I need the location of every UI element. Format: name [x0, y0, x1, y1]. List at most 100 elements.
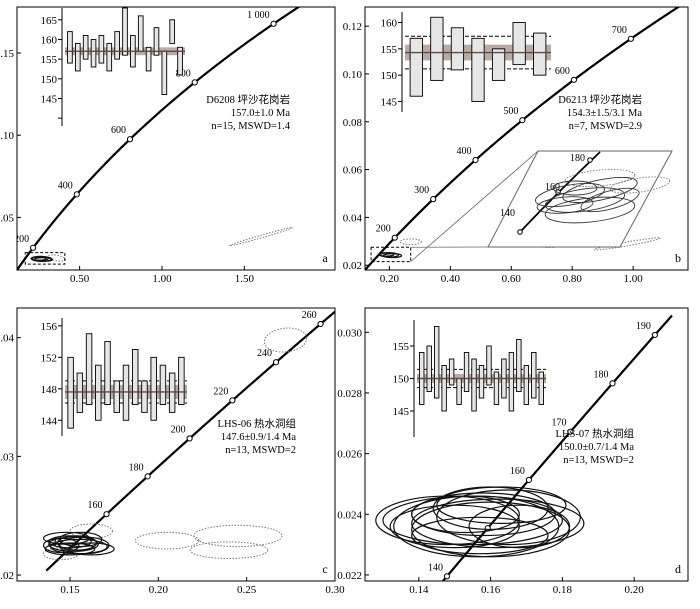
age-marker — [73, 191, 80, 198]
annotation-age: 154.3±1.5/3.1 Ma — [567, 108, 643, 119]
zoom-ellipse — [552, 180, 598, 196]
inset-tick-label: 145 — [41, 93, 58, 105]
age-bar — [122, 7, 128, 56]
age-label: 600 — [111, 125, 126, 136]
age-bar — [76, 372, 84, 413]
y-tick-label: 0.022 — [337, 570, 362, 582]
age-bar — [433, 326, 440, 399]
age-bar — [145, 46, 152, 72]
age-label: 200 — [171, 424, 186, 435]
age-label: 160 — [510, 466, 525, 477]
age-marker — [29, 244, 37, 251]
zoom-age-label: 140 — [500, 208, 515, 219]
age-marker — [651, 331, 658, 339]
age-bar — [523, 365, 530, 405]
age-bar — [95, 364, 102, 421]
age-bar — [441, 365, 447, 412]
age-bar — [508, 352, 515, 412]
age-bar — [67, 31, 73, 64]
age-bar — [114, 31, 120, 60]
age-bar — [512, 22, 526, 66]
zoom-box — [24, 252, 66, 265]
age-bar — [533, 32, 547, 76]
y-tick-label: 0.10 — [0, 130, 15, 142]
inset-tick-label: 160 — [381, 18, 398, 30]
age-bar — [516, 339, 522, 392]
age-marker — [443, 573, 451, 580]
age-bar — [106, 42, 113, 72]
x-tick-label: 0.50 — [70, 273, 90, 285]
zoom-age-marker — [587, 157, 593, 163]
zoom-age-label: 160 — [545, 182, 560, 193]
age-bar — [153, 27, 160, 56]
ellipse-discordant — [47, 254, 66, 262]
inset-tick-label: 155 — [41, 54, 58, 66]
zoom-ellipse — [535, 182, 605, 208]
annotation-sample: LHS-06 热水洞组 — [218, 417, 297, 430]
annotation-n_mswd: n=7, MSWD=2.9 — [569, 121, 642, 132]
zoom-ellipse — [536, 196, 594, 214]
age-marker — [103, 511, 110, 518]
inset-tick-label: 155 — [381, 44, 398, 56]
panel-a: 0.50 1.00 1.50 0.05 0.10 0.15 200 400 600 800 1 00… — [0, 6, 336, 285]
age-marker — [191, 79, 198, 86]
x-tick-label: 1.50 — [235, 273, 255, 285]
panel-c: 0.150.200.250.300.020.030.04140160180200… — [0, 307, 345, 596]
age-bar — [67, 356, 74, 429]
y-tick-label: 0.030 — [337, 327, 362, 339]
age-bar — [122, 364, 130, 421]
y-tick-label: 0.026 — [337, 449, 362, 461]
ellipse-discordant — [134, 531, 200, 550]
annotation-sample: D6208 坪沙花岗岩 — [206, 93, 290, 106]
concordia-curve — [365, 7, 681, 270]
age-bar — [471, 37, 485, 102]
age-label: 240 — [257, 348, 272, 359]
annotation-n_mswd: n=13, MSWD=2 — [225, 445, 296, 456]
ellipse-discordant — [399, 238, 422, 246]
x-tick-label: 0.15 — [60, 584, 80, 596]
annotation-sample: D6213 坪沙花岗岩 — [558, 93, 642, 106]
weighted-mean-inset: 145 150 155 160 165 — [41, 7, 185, 126]
panel-letter: b — [675, 251, 681, 265]
inset-tick-label: 148 — [41, 384, 58, 396]
age-label: 140 — [428, 562, 443, 573]
x-tick-label: 0.18 — [553, 584, 573, 596]
zoom-box — [370, 246, 412, 263]
inset-tick-label: 160 — [41, 34, 58, 46]
x-tick-label: 0.14 — [409, 584, 429, 596]
age-bar — [538, 371, 544, 405]
age-bar — [132, 349, 139, 405]
x-tick-label: 0.80 — [563, 273, 583, 285]
age-marker — [186, 435, 193, 442]
plot-area: 200 300 400 500 600 700 — [365, 7, 681, 270]
age-label: 500 — [503, 106, 518, 117]
age-bar — [113, 380, 120, 413]
age-marker — [317, 320, 324, 328]
age-label: 260 — [302, 310, 317, 321]
age-bar — [98, 35, 105, 64]
panel-d: 0.14 0.16 0.18 0.20 0.022 0.024 0.026 0.028 0.03… — [337, 307, 689, 596]
age-bar — [74, 42, 81, 72]
ellipse-concordant — [378, 252, 395, 257]
weighted-mean-inset: 145 150 155 — [393, 320, 546, 437]
ellipse-concordant — [436, 486, 567, 524]
ellipse-discordant — [593, 237, 661, 251]
age-marker — [272, 359, 280, 366]
ellipse-concordant — [468, 504, 571, 549]
zoom-connector — [410, 150, 539, 262]
age-bar — [491, 48, 506, 81]
age-bar — [141, 380, 148, 413]
age-bar — [450, 27, 465, 71]
inset-tick-label: 150 — [381, 70, 398, 82]
plot-frame — [364, 307, 689, 582]
age-label: 220 — [213, 386, 228, 397]
age-marker — [126, 136, 134, 143]
inset-tick-label: 152 — [41, 352, 58, 364]
x-tick-label: 0.30 — [325, 584, 345, 596]
age-label: 400 — [457, 146, 472, 157]
y-tick-label: 0.02 — [0, 570, 14, 582]
ellipse-discordant — [193, 524, 283, 548]
y-tick-label: 0.03 — [0, 451, 15, 463]
age-bar — [169, 19, 176, 44]
